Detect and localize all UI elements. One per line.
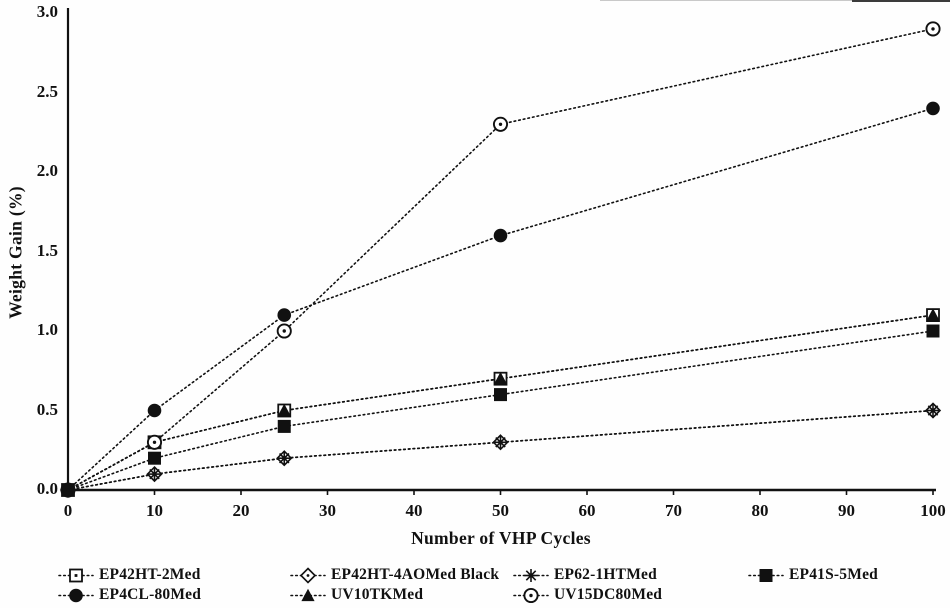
series-marker-open-circle [60,482,76,498]
asterisk-legend-icon [513,568,549,582]
series-line-2 [67,409,934,491]
series-marker-asterisk [148,467,161,481]
x-tick-label: 50 [492,501,509,520]
series-marker-asterisk [926,404,940,417]
series-marker-open-square [69,568,83,582]
filled-triangle-legend-icon [290,588,326,601]
series-marker-filled-circle [926,101,940,116]
series-marker-filled-square [148,451,161,465]
series-marker-filled-triangle [493,371,508,385]
open-diamond-legend-icon [290,566,326,584]
legend-label: UV15DC80Med [554,586,663,603]
series-marker-asterisk [277,451,291,465]
series-marker-filled-triangle [277,403,291,417]
legend-label: EP42HT-4AOMed Black [331,566,500,583]
figure-top-edge [600,0,950,1]
chart-canvas [59,8,942,499]
y-tick-label: 0.5 [36,399,58,419]
legend-item-open-diamond: EP42HT-4AOMed Black [290,566,499,584]
series-marker-filled-square [277,419,291,433]
y-tick-label: 1.0 [36,320,58,339]
y-tick-label: 2.0 [36,161,58,180]
open-circle-legend-icon [513,587,549,603]
y-tick-label: 0.0 [36,479,58,498]
series-marker-open-circle [523,587,539,603]
series-marker-filled-square [494,388,507,402]
legend-label: EP42HT-2Med [99,566,201,583]
series-marker-filled-circle [69,588,83,602]
x-tick-label: 80 [751,501,769,520]
series-marker-open-diamond [299,566,317,584]
series-marker-open-circle [276,323,292,339]
series-marker-filled-triangle [926,308,940,321]
legend-item-asterisk: EP62-1HTMed [513,566,657,584]
series-marker-open-circle [146,434,163,450]
series-marker-filled-circle [147,403,162,418]
x-tick-label: 20 [232,501,250,520]
x-tick-label: 30 [319,501,336,520]
x-tick-label: 60 [578,501,596,520]
y-axis-title: Weight Gain (%) [5,186,26,319]
series-marker-filled-square [926,324,940,338]
legend-item-filled-triangle: UV10TKMed [290,586,423,604]
legend-item-open-circle: UV15DC80Med [513,586,662,604]
x-tick-label: 40 [405,501,423,520]
series-marker-asterisk [524,568,538,582]
legend-label: EP4CL-80Med [99,586,202,603]
series-marker-asterisk [494,435,507,449]
y-tick-label: 1.5 [36,240,58,260]
x-tick-label: 0 [63,501,73,520]
y-tick-label: 3.0 [36,2,58,21]
filled-circle-legend-icon [58,588,94,602]
legend-label: UV10TKMed [331,586,424,603]
figure-top-edge-dark [852,0,950,2]
filled-square-legend-icon [748,568,784,582]
legend-item-filled-circle: EP4CL-80Med [58,586,201,604]
legend-item-filled-square: EP41S-5Med [748,566,878,584]
series-line-4 [67,107,934,491]
series-marker-filled-square [759,568,773,582]
legend-item-open-square: EP42HT-2Med [58,566,201,584]
y-tick-label: 2.5 [36,81,58,101]
x-tick-label: 100 [920,501,946,520]
series-line-3 [67,330,934,491]
x-axis-title: Number of VHP Cycles [411,528,591,548]
series-line-0 [67,314,934,491]
x-tick-label: 90 [838,501,855,520]
legend-label: EP41S-5Med [789,566,878,583]
x-tick-label: 10 [146,501,163,520]
x-tick-label: 70 [665,501,682,520]
series-marker-filled-triangle [301,588,315,601]
legend-label: EP62-1HTMed [554,566,657,583]
series-marker-filled-circle [277,308,292,322]
series-marker-filled-circle [493,228,508,243]
series-marker-open-circle [492,116,509,132]
series-line-5 [67,314,934,491]
series-marker-open-circle [925,21,941,37]
open-square-legend-icon [58,568,94,582]
